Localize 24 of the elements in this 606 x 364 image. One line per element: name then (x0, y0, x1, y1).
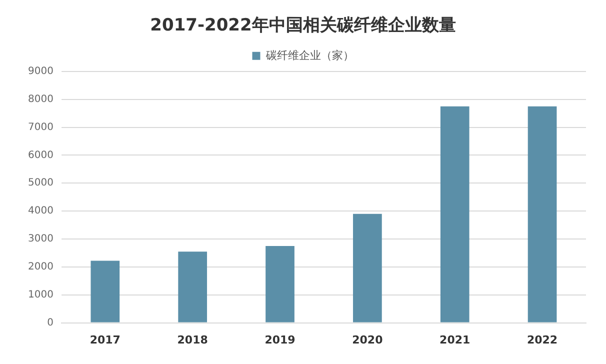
legend-label: 碳纤维企业（家） (264, 48, 354, 62)
x-tick-label: 2018 (177, 333, 208, 346)
chart-title: 2017-2022年中国相关碳纤维企业数量 (150, 16, 456, 36)
y-tick-label: 2000 (28, 262, 54, 273)
y-tick-label: 9000 (28, 66, 54, 77)
x-tick-label: 2020 (352, 333, 384, 346)
y-tick-label: 6000 (28, 150, 54, 161)
bar (178, 252, 208, 322)
y-tick-label: 5000 (28, 178, 54, 189)
x-tick-label: 2019 (264, 333, 296, 346)
y-tick-label: 3000 (28, 234, 54, 245)
bar (440, 106, 470, 322)
bar (528, 106, 557, 322)
x-tick-label: 2021 (440, 333, 470, 346)
bar (266, 246, 294, 322)
y-tick-label: 4000 (28, 206, 54, 217)
y-tick-label: 8000 (28, 94, 54, 105)
bar (353, 214, 382, 322)
y-tick-label: 1000 (28, 289, 54, 300)
y-tick-label: 7000 (28, 122, 54, 133)
x-tick-label: 2022 (526, 333, 558, 346)
y-tick-label: 0 (47, 317, 54, 328)
bar (90, 260, 120, 322)
x-tick-label: 2017 (90, 333, 120, 346)
